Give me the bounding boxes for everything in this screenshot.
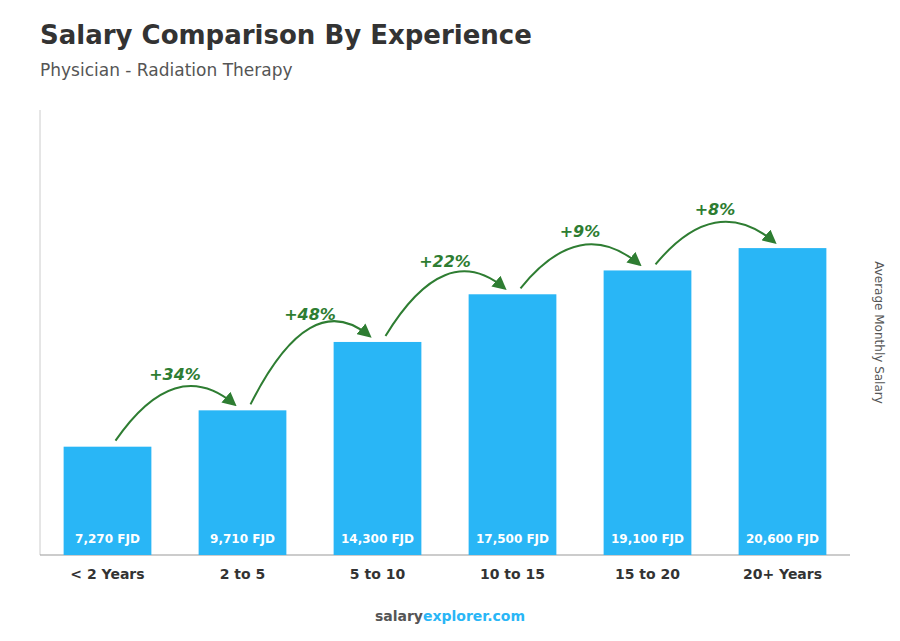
data-label: 20,600 FJD — [746, 532, 819, 546]
change-arrow — [251, 321, 370, 404]
x-axis-line — [40, 555, 850, 556]
change-arrow — [116, 386, 235, 441]
bar — [334, 342, 422, 555]
change-label: +9% — [560, 222, 601, 241]
change-arrow — [386, 271, 505, 336]
change-label: +8% — [695, 200, 736, 219]
y-axis-line — [40, 110, 41, 555]
data-label: 19,100 FJD — [611, 532, 684, 546]
change-label: +22% — [419, 252, 471, 271]
bar — [64, 447, 152, 555]
bar — [469, 294, 557, 555]
change-arrow — [656, 222, 775, 265]
change-label: +48% — [284, 305, 336, 324]
y-axis-label: Average Monthly Salary — [872, 261, 886, 404]
bar — [199, 410, 287, 555]
footer: salaryexplorer.com — [375, 608, 525, 624]
subtitle: Physician - Radiation Therapy — [40, 60, 293, 80]
data-label: 7,270 FJD — [75, 532, 140, 546]
data-label: 9,710 FJD — [210, 532, 275, 546]
footer-part: explorer.com — [423, 608, 525, 624]
x-tick-label: 2 to 5 — [220, 566, 266, 582]
x-tick-label: 15 to 20 — [615, 566, 680, 582]
chart: Salary Comparison By Experience Physician… — [0, 0, 900, 641]
bar — [604, 270, 692, 555]
x-tick-label: 20+ Years — [743, 566, 822, 582]
data-label: 17,500 FJD — [476, 532, 549, 546]
title: Salary Comparison By Experience — [40, 20, 532, 50]
footer-part: salary — [375, 608, 423, 624]
x-tick-label: < 2 Years — [70, 566, 144, 582]
bars — [64, 248, 827, 555]
change-arrow — [521, 244, 640, 288]
x-tick-label: 5 to 10 — [350, 566, 406, 582]
data-label: 14,300 FJD — [341, 532, 414, 546]
bar — [739, 248, 827, 555]
background — [0, 0, 900, 641]
change-label: +34% — [149, 365, 201, 384]
x-tick-label: 10 to 15 — [480, 566, 545, 582]
